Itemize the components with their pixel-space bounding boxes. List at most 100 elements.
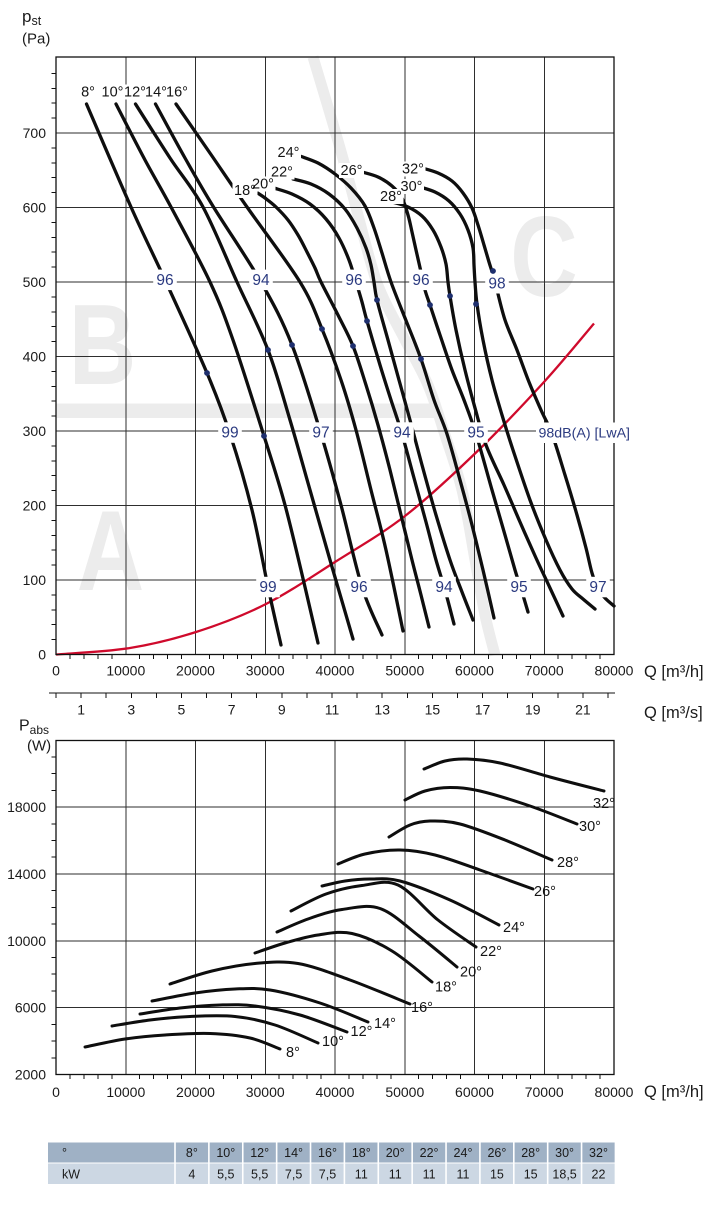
svg-text:94: 94 [435, 579, 453, 596]
svg-text:24°: 24° [503, 920, 525, 936]
svg-text:26°: 26° [534, 884, 556, 900]
svg-text:7: 7 [228, 702, 236, 718]
svg-text:19: 19 [525, 702, 541, 718]
svg-text:1: 1 [77, 702, 85, 718]
svg-text:20°: 20° [460, 965, 482, 981]
svg-text:21: 21 [575, 702, 591, 718]
svg-text:99: 99 [221, 425, 238, 442]
svg-text:°: ° [62, 1146, 67, 1160]
svg-text:96: 96 [345, 272, 362, 289]
svg-text:16°: 16° [318, 1146, 337, 1160]
svg-text:10°: 10° [102, 85, 124, 101]
svg-text:14°: 14° [374, 1016, 396, 1032]
svg-text:32°: 32° [402, 162, 424, 178]
svg-text:14000: 14000 [7, 866, 46, 882]
svg-text:18°: 18° [234, 183, 256, 199]
svg-text:22: 22 [592, 1168, 606, 1182]
svg-text:300: 300 [23, 423, 47, 439]
svg-text:10°: 10° [322, 1034, 344, 1050]
svg-text:20000: 20000 [176, 1084, 215, 1100]
svg-text:80000: 80000 [595, 663, 634, 679]
svg-text:500: 500 [23, 274, 47, 290]
svg-text:96: 96 [412, 272, 429, 289]
svg-text:0: 0 [38, 647, 46, 663]
svg-text:Q [m³/h]: Q [m³/h] [644, 663, 704, 681]
svg-text:30000: 30000 [246, 1084, 285, 1100]
svg-text:3: 3 [127, 702, 135, 718]
svg-text:18°: 18° [435, 980, 457, 996]
svg-text:22°: 22° [420, 1146, 439, 1160]
svg-text:13: 13 [374, 702, 390, 718]
svg-text:30°: 30° [579, 819, 601, 835]
svg-text:18°: 18° [352, 1146, 371, 1160]
svg-text:14°: 14° [284, 1146, 303, 1160]
svg-text:5: 5 [178, 702, 186, 718]
svg-text:28°: 28° [521, 1146, 540, 1160]
svg-text:96: 96 [350, 579, 367, 596]
svg-text:5,5: 5,5 [217, 1168, 234, 1182]
svg-text:15: 15 [490, 1168, 504, 1182]
svg-text:5,5: 5,5 [251, 1168, 268, 1182]
svg-text:95: 95 [467, 425, 484, 442]
svg-text:28°: 28° [557, 855, 579, 871]
svg-text:30°: 30° [555, 1146, 574, 1160]
svg-text:15: 15 [524, 1168, 538, 1182]
svg-text:26°: 26° [487, 1146, 506, 1160]
svg-text:32°: 32° [589, 1146, 608, 1160]
svg-text:20°: 20° [252, 177, 274, 193]
svg-text:7,5: 7,5 [319, 1168, 336, 1182]
svg-text:12°: 12° [124, 85, 146, 101]
svg-text:700: 700 [23, 125, 47, 141]
svg-text:98: 98 [488, 275, 505, 292]
svg-text:22°: 22° [271, 165, 293, 181]
svg-text:9: 9 [278, 702, 286, 718]
svg-text:6000: 6000 [15, 1000, 46, 1016]
svg-text:B: B [69, 282, 137, 409]
svg-text:(Pa): (Pa) [22, 31, 50, 48]
svg-text:60000: 60000 [455, 663, 494, 679]
svg-text:80000: 80000 [595, 1084, 634, 1100]
svg-text:200: 200 [23, 498, 47, 514]
svg-text:28°: 28° [380, 189, 402, 205]
svg-text:11: 11 [355, 1168, 368, 1182]
svg-text:50000: 50000 [385, 663, 424, 679]
svg-text:15: 15 [425, 702, 441, 718]
svg-text:22°: 22° [480, 944, 502, 960]
svg-text:50000: 50000 [385, 1084, 424, 1100]
svg-text:70000: 70000 [525, 1084, 564, 1100]
svg-text:40000: 40000 [316, 1084, 355, 1100]
svg-text:11: 11 [389, 1168, 402, 1182]
svg-text:30000: 30000 [246, 663, 285, 679]
svg-text:16°: 16° [411, 1000, 433, 1016]
svg-text:8°: 8° [286, 1045, 300, 1061]
svg-text:70000: 70000 [525, 663, 564, 679]
svg-text:100: 100 [23, 572, 47, 588]
svg-text:A: A [77, 488, 145, 615]
svg-text:96: 96 [156, 272, 173, 289]
svg-text:0: 0 [52, 1084, 60, 1100]
svg-text:Q [m³/h]: Q [m³/h] [644, 1083, 704, 1101]
svg-text:10000: 10000 [106, 663, 145, 679]
svg-text:99: 99 [259, 579, 276, 596]
svg-text:16°: 16° [166, 85, 188, 101]
svg-text:20°: 20° [386, 1146, 405, 1160]
svg-text:40000: 40000 [316, 663, 355, 679]
svg-text:18,5: 18,5 [552, 1168, 576, 1182]
svg-text:12°: 12° [250, 1146, 269, 1160]
svg-text:14°: 14° [145, 85, 167, 101]
svg-text:11: 11 [325, 702, 340, 718]
svg-text:10000: 10000 [106, 1084, 145, 1100]
svg-text:11: 11 [423, 1168, 436, 1182]
svg-text:95: 95 [510, 579, 527, 596]
svg-text:10000: 10000 [7, 933, 46, 949]
svg-text:400: 400 [23, 349, 47, 365]
svg-text:24°: 24° [454, 1146, 473, 1160]
svg-text:10°: 10° [216, 1146, 235, 1160]
svg-text:8°: 8° [186, 1146, 198, 1160]
svg-text:24°: 24° [278, 145, 300, 161]
svg-text:98dB(A) [LwA]: 98dB(A) [LwA] [539, 426, 630, 442]
svg-text:97: 97 [589, 579, 606, 596]
svg-text:Q [m³/s]: Q [m³/s] [644, 704, 703, 722]
svg-text:600: 600 [23, 200, 47, 216]
svg-text:30°: 30° [401, 179, 423, 195]
